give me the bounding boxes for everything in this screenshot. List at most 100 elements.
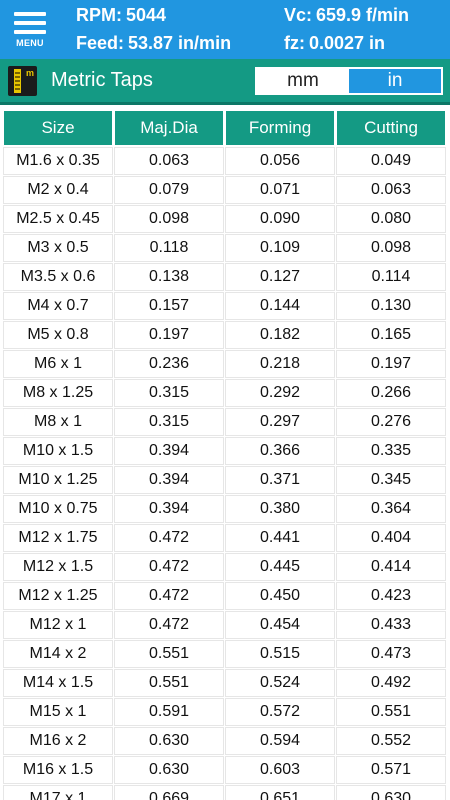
table-row[interactable]: M12 x 1.5 0.472 0.445 0.414 (4, 554, 445, 580)
vc-value: 659.9 f/min (316, 5, 410, 25)
cell-forming: 0.056 (226, 148, 334, 174)
table-row[interactable]: M6 x 1 0.236 0.218 0.197 (4, 351, 445, 377)
cell-size: M2 x 0.4 (4, 177, 112, 203)
cell-major-diameter: 0.669 (115, 786, 223, 800)
cell-cutting: 0.423 (337, 583, 445, 609)
table-row[interactable]: M15 x 1 0.591 0.572 0.551 (4, 699, 445, 725)
cell-forming: 0.572 (226, 699, 334, 725)
cell-forming: 0.450 (226, 583, 334, 609)
table-row[interactable]: M14 x 1.5 0.551 0.524 0.492 (4, 670, 445, 696)
cell-forming: 0.182 (226, 322, 334, 348)
table-row[interactable]: M5 x 0.8 0.197 0.182 0.165 (4, 322, 445, 348)
cell-cutting: 0.571 (337, 757, 445, 783)
cell-major-diameter: 0.630 (115, 728, 223, 754)
cell-forming: 0.292 (226, 380, 334, 406)
cell-cutting: 0.197 (337, 351, 445, 377)
menu-button[interactable]: MENU (0, 0, 60, 59)
feed-value: 53.87 in/min (128, 33, 232, 53)
cell-cutting: 0.552 (337, 728, 445, 754)
table-row[interactable]: M1.6 x 0.35 0.063 0.056 0.049 (4, 148, 445, 174)
cell-size: M16 x 1.5 (4, 757, 112, 783)
cell-major-diameter: 0.138 (115, 264, 223, 290)
cell-major-diameter: 0.236 (115, 351, 223, 377)
tap-icon-letter: m (25, 68, 34, 78)
rpm-value: 5044 (126, 5, 167, 25)
table-body: M1.6 x 0.35 0.063 0.056 0.049 M2 x 0.4 0.079 0… (4, 148, 445, 800)
table-row[interactable]: M4 x 0.7 0.157 0.144 0.130 (4, 293, 445, 319)
table-row[interactable]: M3 x 0.5 0.118 0.109 0.098 (4, 235, 445, 261)
cell-size: M1.6 x 0.35 (4, 148, 112, 174)
cell-forming: 0.651 (226, 786, 334, 800)
cell-size: M12 x 1.75 (4, 525, 112, 551)
table-row[interactable]: M3.5 x 0.6 0.138 0.127 0.114 (4, 264, 445, 290)
table-row[interactable]: M12 x 1 0.472 0.454 0.433 (4, 612, 445, 638)
fz-label: fz: (284, 33, 305, 53)
cell-major-diameter: 0.472 (115, 583, 223, 609)
table-row[interactable]: M10 x 0.75 0.394 0.380 0.364 (4, 496, 445, 522)
table-row[interactable]: M8 x 1.25 0.315 0.292 0.266 (4, 380, 445, 406)
cell-forming: 0.524 (226, 670, 334, 696)
cell-major-diameter: 0.394 (115, 438, 223, 464)
feed-readout: Feed: 53.87 in/min (76, 33, 231, 54)
cell-major-diameter: 0.472 (115, 525, 223, 551)
cell-major-diameter: 0.118 (115, 235, 223, 261)
column-header-major-diameter: Maj.Dia (115, 111, 223, 145)
column-header-cutting: Cutting (337, 111, 445, 145)
cell-forming: 0.218 (226, 351, 334, 377)
column-header-size: Size (4, 111, 112, 145)
cell-size: M3 x 0.5 (4, 235, 112, 261)
cell-cutting: 0.414 (337, 554, 445, 580)
cell-cutting: 0.049 (337, 148, 445, 174)
cell-major-diameter: 0.079 (115, 177, 223, 203)
cell-cutting: 0.551 (337, 699, 445, 725)
cell-major-diameter: 0.315 (115, 409, 223, 435)
cell-size: M12 x 1.5 (4, 554, 112, 580)
cell-size: M10 x 1.5 (4, 438, 112, 464)
cell-cutting: 0.080 (337, 206, 445, 232)
table-row[interactable]: M12 x 1.25 0.472 0.450 0.423 (4, 583, 445, 609)
vc-label: Vc: (284, 5, 313, 25)
cell-cutting: 0.433 (337, 612, 445, 638)
cell-forming: 0.366 (226, 438, 334, 464)
cell-forming: 0.454 (226, 612, 334, 638)
cell-size: M5 x 0.8 (4, 322, 112, 348)
table-row[interactable]: M17 x 1 0.669 0.651 0.630 (4, 786, 445, 800)
table-row[interactable]: M16 x 1.5 0.630 0.603 0.571 (4, 757, 445, 783)
cell-forming: 0.445 (226, 554, 334, 580)
cell-cutting: 0.063 (337, 177, 445, 203)
cell-cutting: 0.130 (337, 293, 445, 319)
table-row[interactable]: M16 x 2 0.630 0.594 0.552 (4, 728, 445, 754)
cell-cutting: 0.276 (337, 409, 445, 435)
vc-readout: Vc: 659.9 f/min (284, 5, 409, 26)
cell-size: M8 x 1.25 (4, 380, 112, 406)
table-row[interactable]: M8 x 1 0.315 0.297 0.276 (4, 409, 445, 435)
cell-size: M10 x 1.25 (4, 467, 112, 493)
cell-cutting: 0.335 (337, 438, 445, 464)
cell-forming: 0.594 (226, 728, 334, 754)
table-header-row: Size Maj.Dia Forming Cutting (4, 111, 445, 145)
cell-major-diameter: 0.591 (115, 699, 223, 725)
rpm-label: RPM: (76, 5, 122, 25)
cell-major-diameter: 0.551 (115, 670, 223, 696)
table-row[interactable]: M2 x 0.4 0.079 0.071 0.063 (4, 177, 445, 203)
cell-size: M16 x 2 (4, 728, 112, 754)
cell-major-diameter: 0.630 (115, 757, 223, 783)
unit-option-in[interactable]: in (349, 69, 441, 93)
cell-forming: 0.109 (226, 235, 334, 261)
table-row[interactable]: M14 x 2 0.551 0.515 0.473 (4, 641, 445, 667)
table-row[interactable]: M10 x 1.25 0.394 0.371 0.345 (4, 467, 445, 493)
taps-table-container[interactable]: Size Maj.Dia Forming Cutting M1.6 x 0.35… (0, 108, 450, 800)
cell-cutting: 0.098 (337, 235, 445, 261)
cell-forming: 0.380 (226, 496, 334, 522)
cell-size: M2.5 x 0.45 (4, 206, 112, 232)
cell-cutting: 0.630 (337, 786, 445, 800)
column-header-forming: Forming (226, 111, 334, 145)
table-row[interactable]: M12 x 1.75 0.472 0.441 0.404 (4, 525, 445, 551)
unit-option-mm[interactable]: mm (287, 70, 319, 91)
cell-cutting: 0.345 (337, 467, 445, 493)
table-row[interactable]: M10 x 1.5 0.394 0.366 0.335 (4, 438, 445, 464)
feed-label: Feed: (76, 33, 125, 53)
cell-forming: 0.515 (226, 641, 334, 667)
cell-cutting: 0.165 (337, 322, 445, 348)
table-row[interactable]: M2.5 x 0.45 0.098 0.090 0.080 (4, 206, 445, 232)
